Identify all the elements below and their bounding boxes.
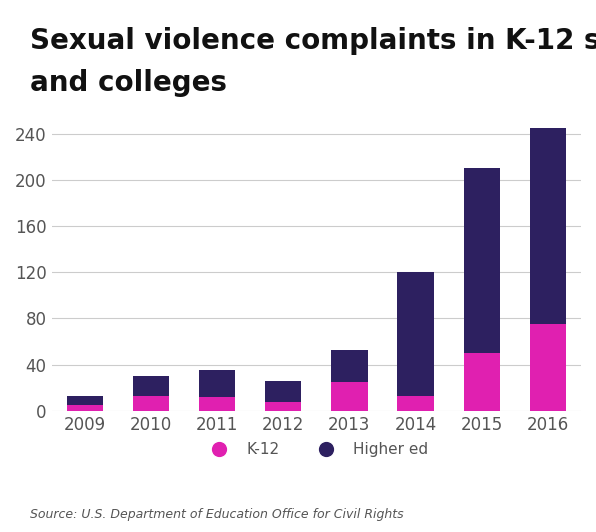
- Bar: [67, 405, 103, 411]
- Bar: [265, 381, 302, 402]
- Bar: [133, 396, 169, 411]
- Bar: [199, 370, 235, 397]
- Bar: [133, 376, 169, 396]
- Bar: [464, 169, 500, 353]
- Bar: [265, 402, 302, 411]
- Bar: [331, 350, 368, 382]
- Bar: [398, 396, 434, 411]
- Bar: [530, 324, 566, 411]
- Legend: K-12, Higher ed: K-12, Higher ed: [198, 436, 434, 463]
- Text: and colleges: and colleges: [30, 69, 227, 97]
- Bar: [530, 128, 566, 324]
- Text: Sexual violence complaints in K-12 schools: Sexual violence complaints in K-12 schoo…: [30, 27, 596, 55]
- Bar: [331, 382, 368, 411]
- Bar: [464, 353, 500, 411]
- Bar: [67, 396, 103, 405]
- Text: Source: U.S. Department of Education Office for Civil Rights: Source: U.S. Department of Education Off…: [30, 509, 403, 521]
- Bar: [398, 272, 434, 396]
- Bar: [199, 397, 235, 411]
